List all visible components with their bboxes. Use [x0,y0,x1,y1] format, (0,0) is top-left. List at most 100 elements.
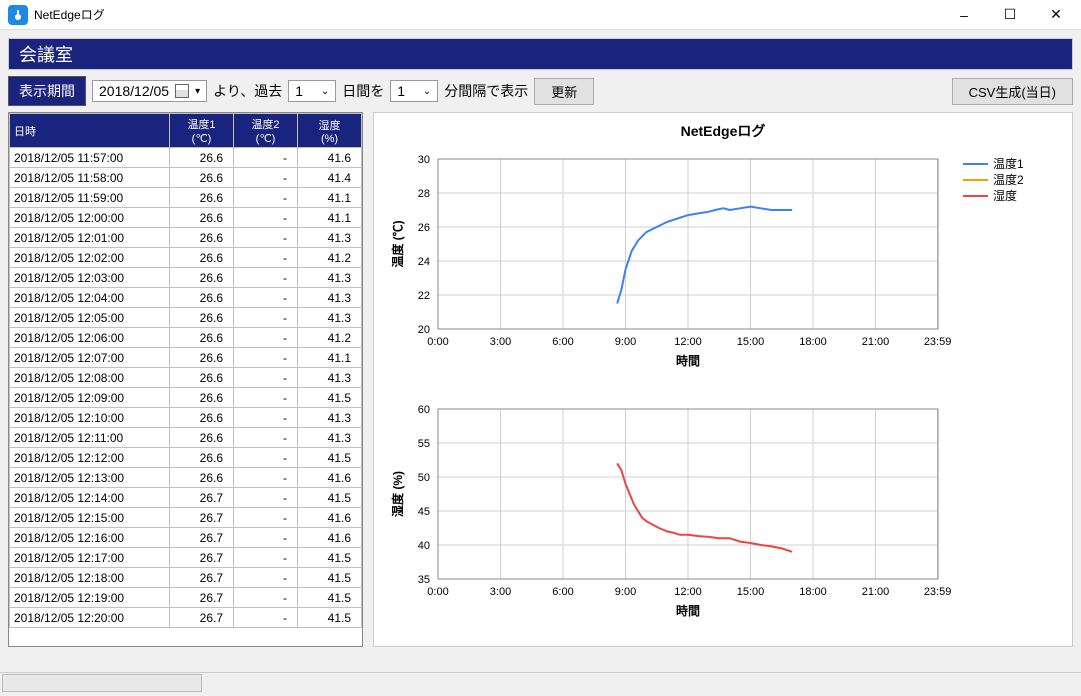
table-row[interactable]: 2018/12/05 12:19:0026.7-41.5 [10,588,362,608]
table-row[interactable]: 2018/12/05 12:14:0026.7-41.5 [10,488,362,508]
table-cell: - [234,508,298,528]
svg-text:温度1: 温度1 [993,156,1024,171]
table-cell: 2018/12/05 11:58:00 [10,168,170,188]
svg-text:30: 30 [418,154,430,166]
table-row[interactable]: 2018/12/05 12:16:0026.7-41.6 [10,528,362,548]
table-row[interactable]: 2018/12/05 12:00:0026.6-41.1 [10,208,362,228]
svg-text:6:00: 6:00 [552,336,573,348]
table-header[interactable]: 湿度(%) [298,114,362,148]
svg-text:0:00: 0:00 [427,586,448,598]
table-cell: 41.4 [298,168,362,188]
svg-text:温度 (℃): 温度 (℃) [390,220,405,267]
svg-text:28: 28 [418,188,430,200]
table-cell: 41.3 [298,288,362,308]
table-cell: 26.6 [170,208,234,228]
csv-export-button[interactable]: CSV生成(当日) [952,78,1073,105]
table-cell: 26.7 [170,568,234,588]
svg-text:50: 50 [418,472,430,484]
table-cell: - [234,328,298,348]
table-row[interactable]: 2018/12/05 12:08:0026.6-41.3 [10,368,362,388]
table-cell: 26.6 [170,288,234,308]
table-cell: 26.6 [170,248,234,268]
table-row[interactable]: 2018/12/05 12:04:0026.6-41.3 [10,288,362,308]
svg-text:22: 22 [418,290,430,302]
minimize-button[interactable]: – [941,0,987,30]
svg-text:9:00: 9:00 [615,586,636,598]
update-button[interactable]: 更新 [534,78,594,105]
table-row[interactable]: 2018/12/05 12:06:0026.6-41.2 [10,328,362,348]
table-cell: - [234,388,298,408]
table-header[interactable]: 温度1(℃) [170,114,234,148]
table-row[interactable]: 2018/12/05 12:01:0026.6-41.3 [10,228,362,248]
data-table-container[interactable]: 日時温度1(℃)温度2(℃)湿度(%) 2018/12/05 11:57:002… [8,112,363,647]
table-row[interactable]: 2018/12/05 12:11:0026.6-41.3 [10,428,362,448]
table-cell: 2018/12/05 12:00:00 [10,208,170,228]
table-cell: - [234,268,298,288]
svg-text:20: 20 [418,324,430,336]
table-row[interactable]: 2018/12/05 12:05:0026.6-41.3 [10,308,362,328]
table-row[interactable]: 2018/12/05 11:58:0026.6-41.4 [10,168,362,188]
table-cell: 26.7 [170,528,234,548]
days-combo[interactable]: 1 ⌄ [288,80,336,102]
table-cell: - [234,368,298,388]
table-row[interactable]: 2018/12/05 12:02:0026.6-41.2 [10,248,362,268]
table-cell: - [234,568,298,588]
table-row[interactable]: 2018/12/05 12:15:0026.7-41.6 [10,508,362,528]
table-cell: - [234,228,298,248]
table-cell: 26.7 [170,488,234,508]
table-cell: 2018/12/05 12:16:00 [10,528,170,548]
table-cell: - [234,588,298,608]
table-cell: 26.7 [170,608,234,628]
toolbar-text-2: 日間を [342,81,384,101]
table-cell: 41.2 [298,248,362,268]
table-cell: 2018/12/05 12:05:00 [10,308,170,328]
table-cell: - [234,528,298,548]
table-cell: 26.6 [170,428,234,448]
interval-combo[interactable]: 1 ⌄ [390,80,438,102]
table-header[interactable]: 日時 [10,114,170,148]
table-row[interactable]: 2018/12/05 12:13:0026.6-41.6 [10,468,362,488]
table-row[interactable]: 2018/12/05 12:12:0026.6-41.5 [10,448,362,468]
table-cell: 2018/12/05 12:06:00 [10,328,170,348]
table-row[interactable]: 2018/12/05 11:59:0026.6-41.1 [10,188,362,208]
date-picker[interactable]: 2018/12/05 ▾ [92,80,207,102]
table-row[interactable]: 2018/12/05 12:10:0026.6-41.3 [10,408,362,428]
table-cell: 41.6 [298,528,362,548]
svg-text:時間: 時間 [676,603,700,618]
table-cell: 41.3 [298,428,362,448]
table-cell: 2018/12/05 12:04:00 [10,288,170,308]
table-cell: - [234,608,298,628]
svg-text:12:00: 12:00 [674,586,702,598]
table-row[interactable]: 2018/12/05 12:17:0026.7-41.5 [10,548,362,568]
table-cell: 2018/12/05 11:59:00 [10,188,170,208]
table-header[interactable]: 温度2(℃) [234,114,298,148]
table-cell: 26.6 [170,328,234,348]
table-row[interactable]: 2018/12/05 12:03:0026.6-41.3 [10,268,362,288]
table-row[interactable]: 2018/12/05 12:18:0026.7-41.5 [10,568,362,588]
table-cell: - [234,288,298,308]
svg-text:18:00: 18:00 [799,336,827,348]
table-cell: 41.3 [298,308,362,328]
table-row[interactable]: 2018/12/05 12:07:0026.6-41.1 [10,348,362,368]
svg-text:時間: 時間 [676,353,700,368]
table-cell: - [234,308,298,328]
close-button[interactable]: ✕ [1033,0,1079,30]
table-cell: 41.5 [298,568,362,588]
table-cell: 2018/12/05 12:15:00 [10,508,170,528]
table-cell: 2018/12/05 12:12:00 [10,448,170,468]
chevron-down-icon: ▾ [195,86,200,97]
table-cell: 41.5 [298,548,362,568]
maximize-button[interactable]: ☐ [987,0,1033,30]
table-cell: 2018/12/05 12:07:00 [10,348,170,368]
table-cell: 41.2 [298,328,362,348]
table-cell: 2018/12/05 12:17:00 [10,548,170,568]
svg-text:3:00: 3:00 [490,586,511,598]
table-cell: 41.5 [298,388,362,408]
table-row[interactable]: 2018/12/05 12:09:0026.6-41.5 [10,388,362,408]
chart-title: NetEdgeログ [378,121,1068,141]
svg-text:35: 35 [418,574,430,586]
svg-text:3:00: 3:00 [490,336,511,348]
table-row[interactable]: 2018/12/05 11:57:0026.6-41.6 [10,148,362,168]
table-row[interactable]: 2018/12/05 12:20:0026.7-41.5 [10,608,362,628]
svg-text:湿度 (%): 湿度 (%) [390,471,405,517]
